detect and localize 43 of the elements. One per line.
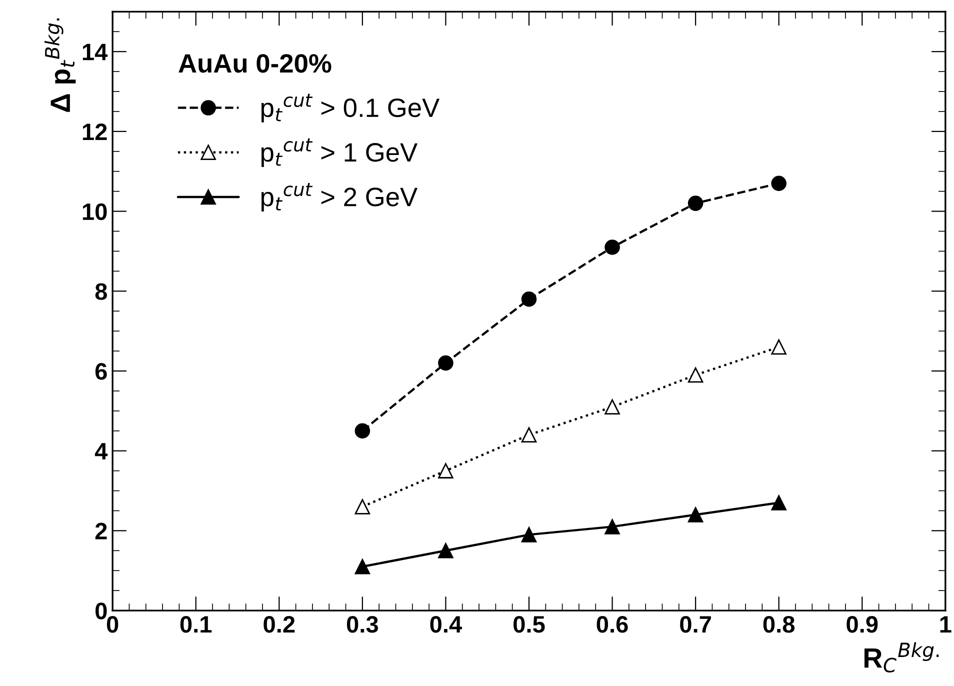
y-tick-label: 2 xyxy=(95,522,107,540)
x-tick-label: 0.4 xyxy=(430,616,462,633)
point xyxy=(604,519,620,534)
y-tick-label: 4 xyxy=(94,443,108,460)
point xyxy=(688,196,704,211)
legend-title: AuAu 0-20% xyxy=(178,54,332,73)
legend-label: p$_{t}$$^{cut}$ > 1 GeV xyxy=(261,138,418,167)
point xyxy=(771,495,786,510)
x-tick-label: 0.1 xyxy=(180,616,212,633)
x-tick-label: 1 xyxy=(940,616,952,633)
point xyxy=(771,176,786,191)
y-tick-label: 12 xyxy=(82,124,107,140)
y-tick-label: 0 xyxy=(96,602,107,620)
x-tick-label: 0 xyxy=(106,616,118,633)
y-axis-title: Δ p$_{t}$$^{Bkg.}$ xyxy=(44,18,76,112)
y-tick-label: 10 xyxy=(82,203,107,220)
x-tick-label: 0.7 xyxy=(680,616,711,633)
x-tick-label: 0.3 xyxy=(346,616,378,633)
point xyxy=(521,291,537,307)
point xyxy=(354,499,370,514)
point xyxy=(604,399,620,415)
legend-label: p$_{t}$$^{cut}$ > 2 GeV xyxy=(261,183,418,212)
point xyxy=(438,463,454,478)
point xyxy=(521,527,537,542)
x-tick-label: 0.9 xyxy=(846,616,878,633)
x-tick-label: 0.6 xyxy=(596,616,628,633)
point xyxy=(438,355,454,371)
x-tick-label: 0.8 xyxy=(763,616,795,633)
point xyxy=(438,543,454,558)
x-axis-title: R$_{C}$$^{Bkg.}$ xyxy=(864,642,939,672)
legend-label: p$_{t}$$^{cut}$ > 0.1 GeV xyxy=(261,94,440,122)
y-tick-label: 8 xyxy=(95,283,107,300)
point xyxy=(354,558,370,574)
y-tick-label: 6 xyxy=(95,363,107,380)
point xyxy=(688,367,704,383)
point xyxy=(604,240,620,255)
point xyxy=(354,423,370,439)
point xyxy=(521,427,537,443)
y-tick-label: 14 xyxy=(82,44,108,60)
x-tick-label: 0.5 xyxy=(514,616,545,633)
point xyxy=(688,507,704,522)
x-tick-label: 0.2 xyxy=(264,616,295,633)
point xyxy=(771,339,786,355)
